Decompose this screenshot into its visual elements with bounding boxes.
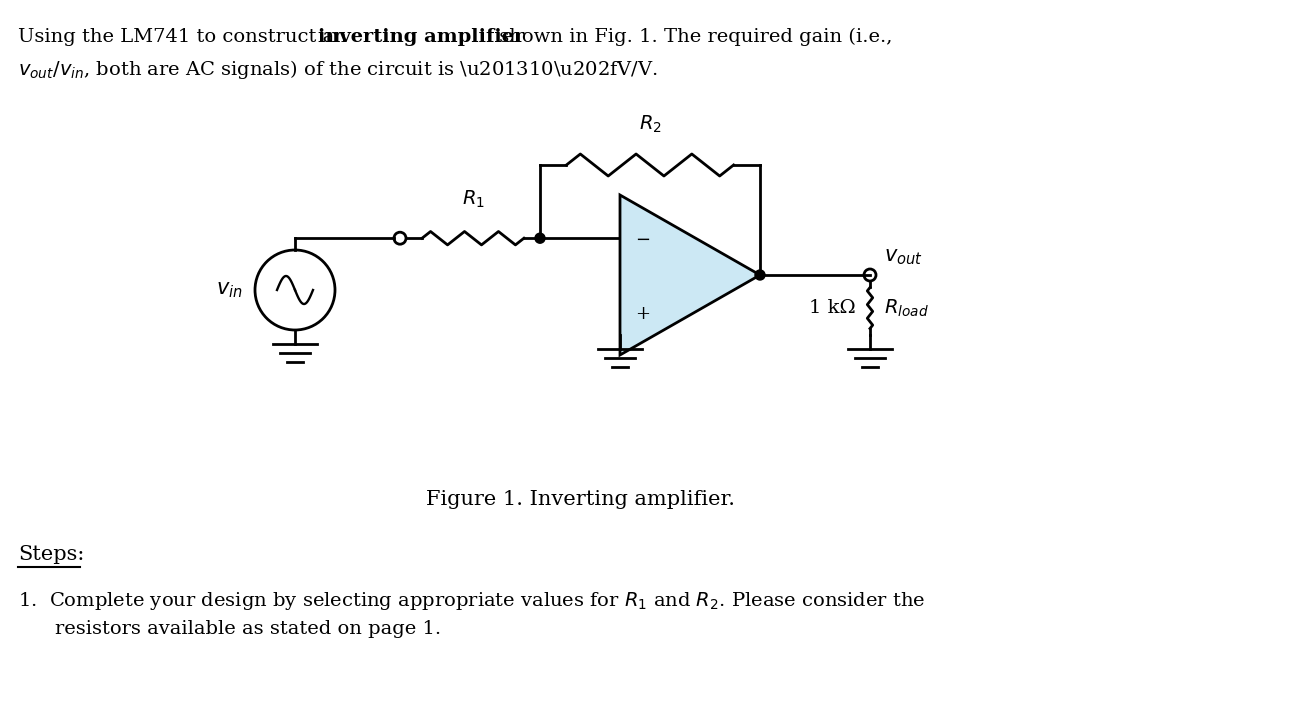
Circle shape <box>755 270 765 280</box>
Text: inverting amplifier: inverting amplifier <box>317 28 524 46</box>
Text: Figure 1. Inverting amplifier.: Figure 1. Inverting amplifier. <box>425 490 735 509</box>
Text: shown in Fig. 1. The required gain (i.e.,: shown in Fig. 1. The required gain (i.e.… <box>493 28 892 46</box>
Text: 1 kΩ: 1 kΩ <box>809 299 856 317</box>
Text: $v_{out}$: $v_{out}$ <box>883 247 922 267</box>
Text: $R_2$: $R_2$ <box>639 113 661 135</box>
Text: 1.  Complete your design by selecting appropriate values for $R_1$ and $R_2$. Pl: 1. Complete your design by selecting app… <box>18 590 925 612</box>
Text: Steps:: Steps: <box>18 545 85 564</box>
Circle shape <box>535 233 545 243</box>
Text: $R_1$: $R_1$ <box>462 189 484 210</box>
Text: resistors available as stated on page 1.: resistors available as stated on page 1. <box>55 620 441 638</box>
Text: $v_{in}$: $v_{in}$ <box>216 280 243 299</box>
Text: $v_\mathit{out}/v_\mathit{in}$, both are AC signals) of the circuit is \u201310\: $v_\mathit{out}/v_\mathit{in}$, both are… <box>18 58 658 81</box>
Text: Using the LM741 to construct an: Using the LM741 to construct an <box>18 28 353 46</box>
Text: $R_{load}$: $R_{load}$ <box>883 297 929 319</box>
Text: −: − <box>635 231 650 250</box>
Text: +: + <box>635 304 650 323</box>
Polygon shape <box>621 195 760 355</box>
